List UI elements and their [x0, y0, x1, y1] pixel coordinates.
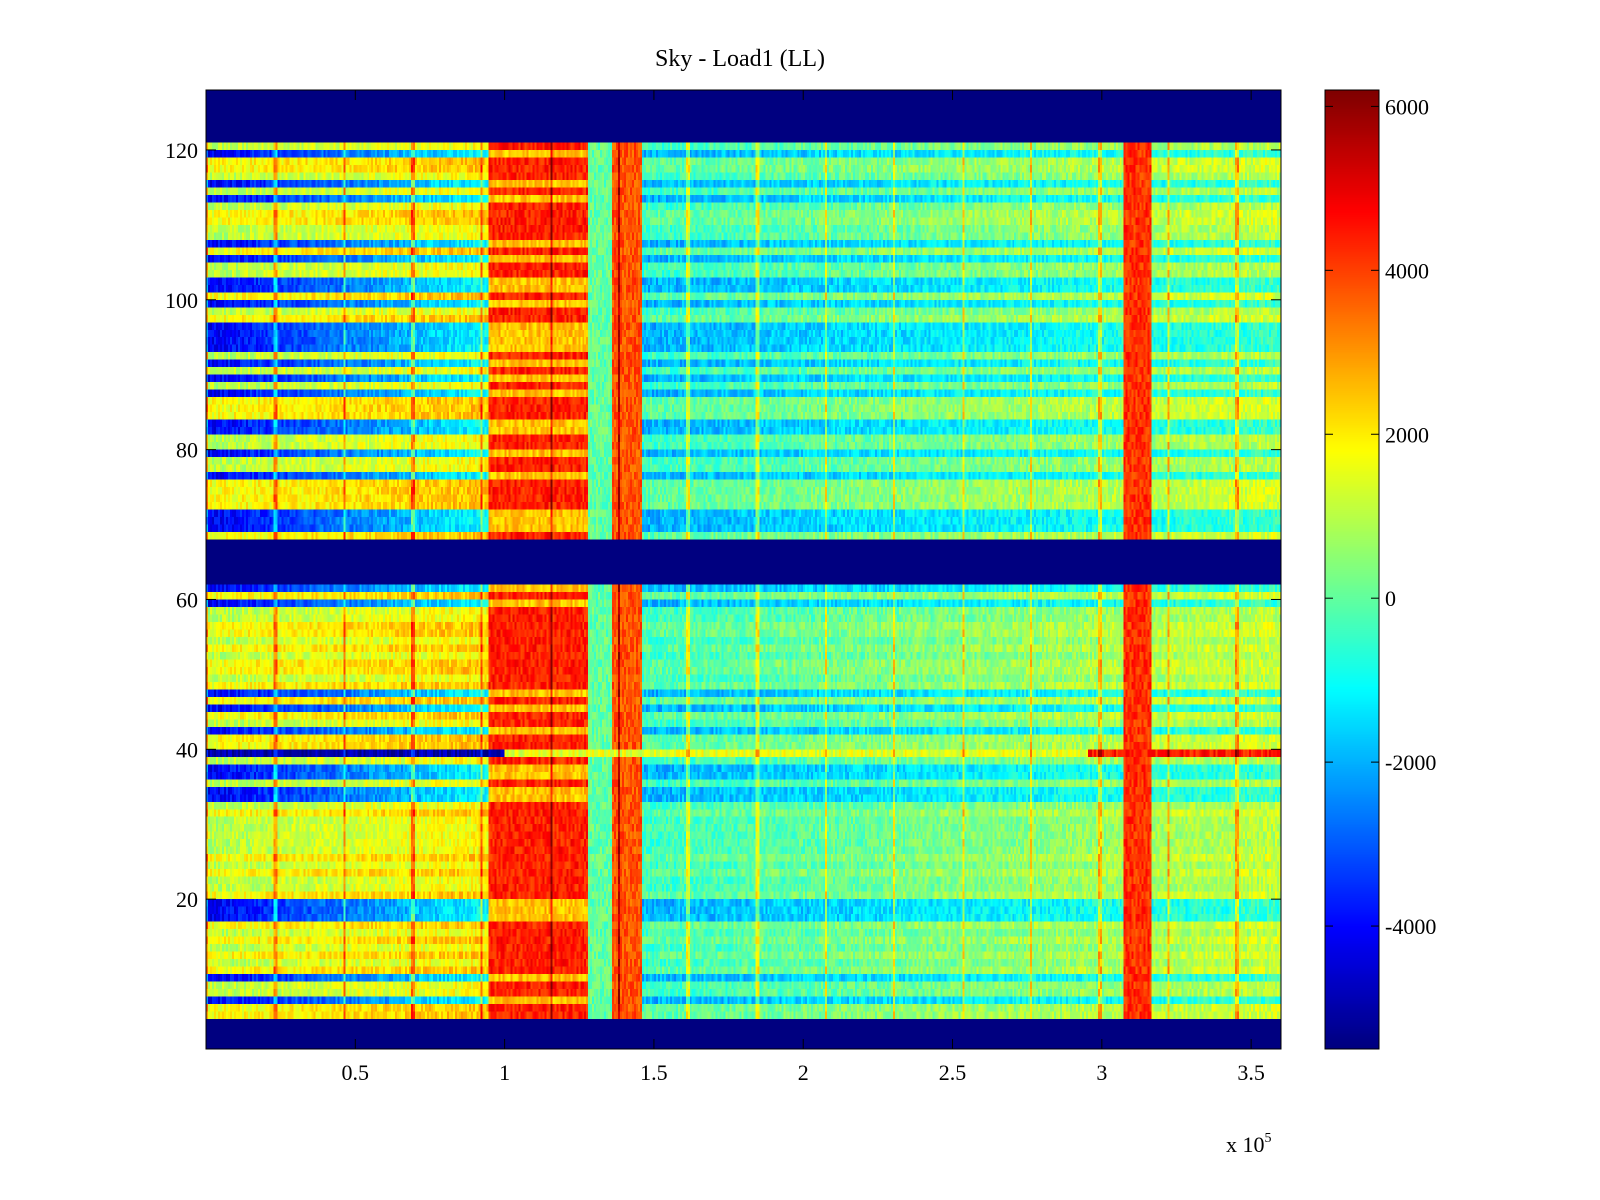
- colorbar-tick-label: -4000: [1385, 914, 1436, 939]
- y-tick-label: 40: [176, 737, 198, 762]
- y-tick-label: 80: [176, 438, 198, 463]
- plot-frame: [205, 89, 1282, 1050]
- x-tick-label: 3: [1096, 1060, 1107, 1085]
- colorbar: 6000 4000 2000 0 -2000 -4000: [1324, 89, 1436, 1050]
- x-tick-label: 2: [798, 1060, 809, 1085]
- colorbar-tick-label: -2000: [1385, 750, 1436, 775]
- x-tick-label: 0.5: [342, 1060, 370, 1085]
- x-tick-label: 2.5: [939, 1060, 967, 1085]
- colorbar-tick-label: 4000: [1385, 258, 1429, 283]
- y-tick-label: 120: [165, 138, 198, 163]
- x-tick-label: 3.5: [1237, 1060, 1265, 1085]
- x-axis: 0.5 1 1.5 2 2.5 3 3.5: [342, 90, 1265, 1085]
- colorbar-tick-label: 0: [1385, 586, 1396, 611]
- colorbar-tick-label: 2000: [1385, 422, 1429, 447]
- y-axis: 20 40 60 80 100 120: [165, 138, 1281, 912]
- x-axis-multiplier: x 105: [1226, 1131, 1272, 1157]
- colorbar-ticks: 6000 4000 2000 0 -2000 -4000: [1325, 94, 1436, 939]
- y-tick-label: 20: [176, 887, 198, 912]
- y-tick-label: 100: [165, 288, 198, 313]
- x-multiplier-exponent: 5: [1265, 1131, 1272, 1146]
- x-multiplier-base: x 10: [1226, 1132, 1265, 1157]
- colorbar-frame: [1324, 89, 1380, 1050]
- x-tick-label: 1: [499, 1060, 510, 1085]
- chart-title: Sky - Load1 (LL): [655, 46, 825, 72]
- y-tick-label: 60: [176, 587, 198, 612]
- heatmap-image: [206, 90, 1281, 1049]
- heatmap-area: [206, 90, 1281, 1049]
- colorbar-gradient: [1325, 90, 1379, 1049]
- x-tick-label: 1.5: [640, 1060, 668, 1085]
- colorbar-tick-label: 6000: [1385, 94, 1429, 119]
